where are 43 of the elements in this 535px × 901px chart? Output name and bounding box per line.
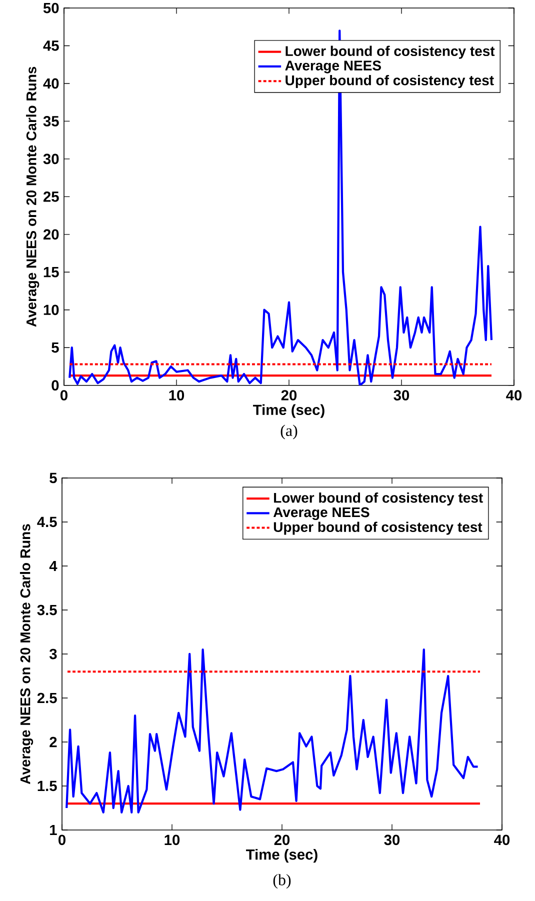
y-tick-label: 2.5	[37, 692, 57, 704]
y-tick-label: 45	[43, 40, 59, 51]
y-tick-label: 50	[43, 2, 59, 14]
legend-label: Lower bound of cosistency test	[274, 492, 483, 506]
line-series	[66, 648, 479, 814]
y-tick-label: 3	[49, 648, 57, 660]
y-tick-label: 1.5	[38, 780, 57, 792]
y-tick-label: 0	[52, 380, 59, 391]
legend-label: Lower bound of cosistency test	[286, 46, 495, 59]
x-tick-label: 0	[60, 390, 68, 400]
x-tick-label: 20	[281, 390, 297, 400]
legend-label: Average NEES	[285, 60, 381, 74]
x-tick-label: 20	[274, 834, 290, 846]
x-tick-label: 10	[164, 834, 180, 846]
y-tick-label: 10	[44, 304, 59, 316]
y-axis-title: Average NEES on 20 Monte Carlo Runs	[26, 66, 40, 327]
y-axis-title: Average NEES on 20 Monte Carlo Runs	[20, 524, 34, 784]
y-tick-label: 30	[43, 154, 59, 164]
line-series	[68, 30, 493, 386]
legend-label: Upper bound of cosistency test	[286, 75, 494, 88]
y-tick-label: 2	[50, 736, 57, 748]
y-tick-label: 40	[43, 78, 59, 89]
text: (a)	[280, 424, 298, 440]
legend-label: Average NEES	[273, 507, 370, 520]
y-tick-label: 4.5	[37, 516, 57, 528]
x-tick-label: 30	[384, 834, 400, 846]
x-tick-label: 10	[169, 390, 184, 400]
x-axis-title: Time (sec)	[253, 404, 324, 418]
y-tick-label: 35	[43, 116, 59, 126]
legend-label: Upper bound of cosistency test	[274, 522, 482, 535]
y-tick-label: 4	[49, 560, 58, 572]
y-tick-label: 1	[50, 824, 57, 836]
x-tick-label: 30	[394, 390, 410, 400]
y-tick-label: 20	[43, 229, 59, 240]
x-tick-label: 40	[506, 390, 522, 400]
x-tick-label: 40	[494, 834, 510, 846]
y-tick-label: 15	[44, 267, 59, 278]
y-tick-label: 5	[52, 342, 59, 353]
y-tick-label: 25	[43, 192, 59, 202]
y-tick-label: 3.5	[37, 604, 57, 616]
y-tick-label: 5	[50, 472, 57, 484]
x-axis-title: Time (sec)	[246, 848, 318, 863]
text: (b)	[273, 874, 291, 889]
